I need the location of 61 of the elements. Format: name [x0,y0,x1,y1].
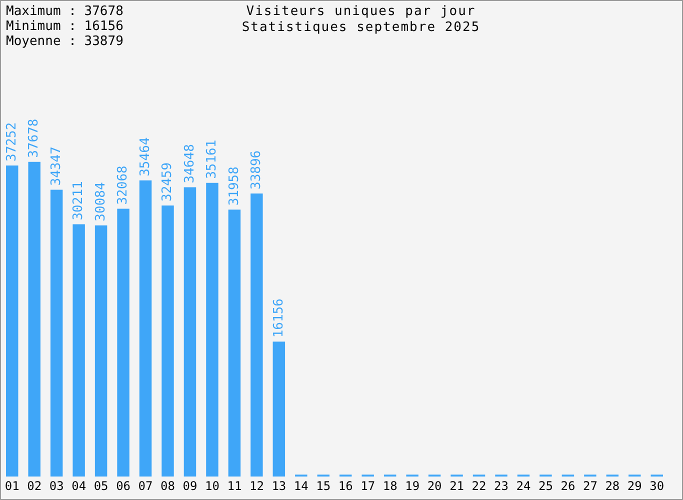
data-label: 33896 [249,150,264,190]
x-tick-label: 11 [227,478,242,493]
data-label: 30084 [93,182,108,222]
text: Moyenne : 33879 [6,34,124,49]
x-tick-label: 14 [294,478,308,493]
x-tick-label: 21 [450,478,464,493]
x-tick-label: 13 [272,478,286,493]
data-label: 31958 [226,166,242,206]
bar [250,194,263,477]
x-tick-label: 16 [338,478,353,493]
x-tick-label: 09 [182,478,198,493]
x-tick-label: 30 [650,478,664,493]
x-tick-label: 04 [72,478,86,493]
x-tick-label: 25 [538,478,553,493]
bar [28,162,40,477]
bar [206,182,218,477]
data-label: 35464 [138,137,153,176]
data-label: 34648 [182,144,198,184]
x-tick-label: 20 [427,478,442,493]
data-label: 16156 [271,298,286,338]
x-tick-label: 28 [605,478,620,493]
bar [272,342,286,477]
data-label: 35161 [204,140,220,179]
data-label: 32459 [160,162,176,202]
data-label: 37252 [4,122,20,162]
text: Maximum : 37678 [6,4,124,19]
bar [50,190,63,477]
chart-title: Visiteurs uniques par jour [245,4,477,20]
bar [162,206,174,477]
x-tick-label: 02 [27,478,42,493]
data-label: 30211 [71,181,86,220]
x-tick-label: 29 [627,478,642,493]
data-label: 32068 [116,166,131,205]
x-tick-label: 17 [360,478,376,493]
bar [139,180,152,477]
chart-subtitle: Statistiques septembre 2025 [240,20,482,36]
data-label: 34347 [48,146,64,186]
x-tick-label: 23 [494,478,508,493]
x-tick-label: 01 [4,478,20,493]
x-tick-label: 22 [472,478,486,493]
x-tick-label: 18 [382,478,398,493]
bar [184,187,196,477]
x-tick-label: 08 [160,478,175,493]
x-tick-label: 05 [94,478,108,493]
x-tick-label: 15 [316,478,331,493]
text: Minimum : 16156 [6,19,124,34]
x-tick-label: 12 [249,478,264,493]
data-label: 37678 [26,118,42,158]
x-tick-label: 19 [405,478,420,493]
bar [117,208,130,477]
x-tick-label: 06 [116,478,131,493]
x-tick-label: 26 [560,478,576,493]
x-tick-label: 27 [582,478,598,493]
bar [94,225,108,477]
x-tick-label: 10 [204,478,220,493]
bar [72,224,85,477]
bar [228,210,241,477]
x-tick-label: 24 [516,478,531,493]
x-tick-label: 07 [138,478,153,493]
x-tick-label: 03 [49,478,64,493]
bar [6,165,18,477]
